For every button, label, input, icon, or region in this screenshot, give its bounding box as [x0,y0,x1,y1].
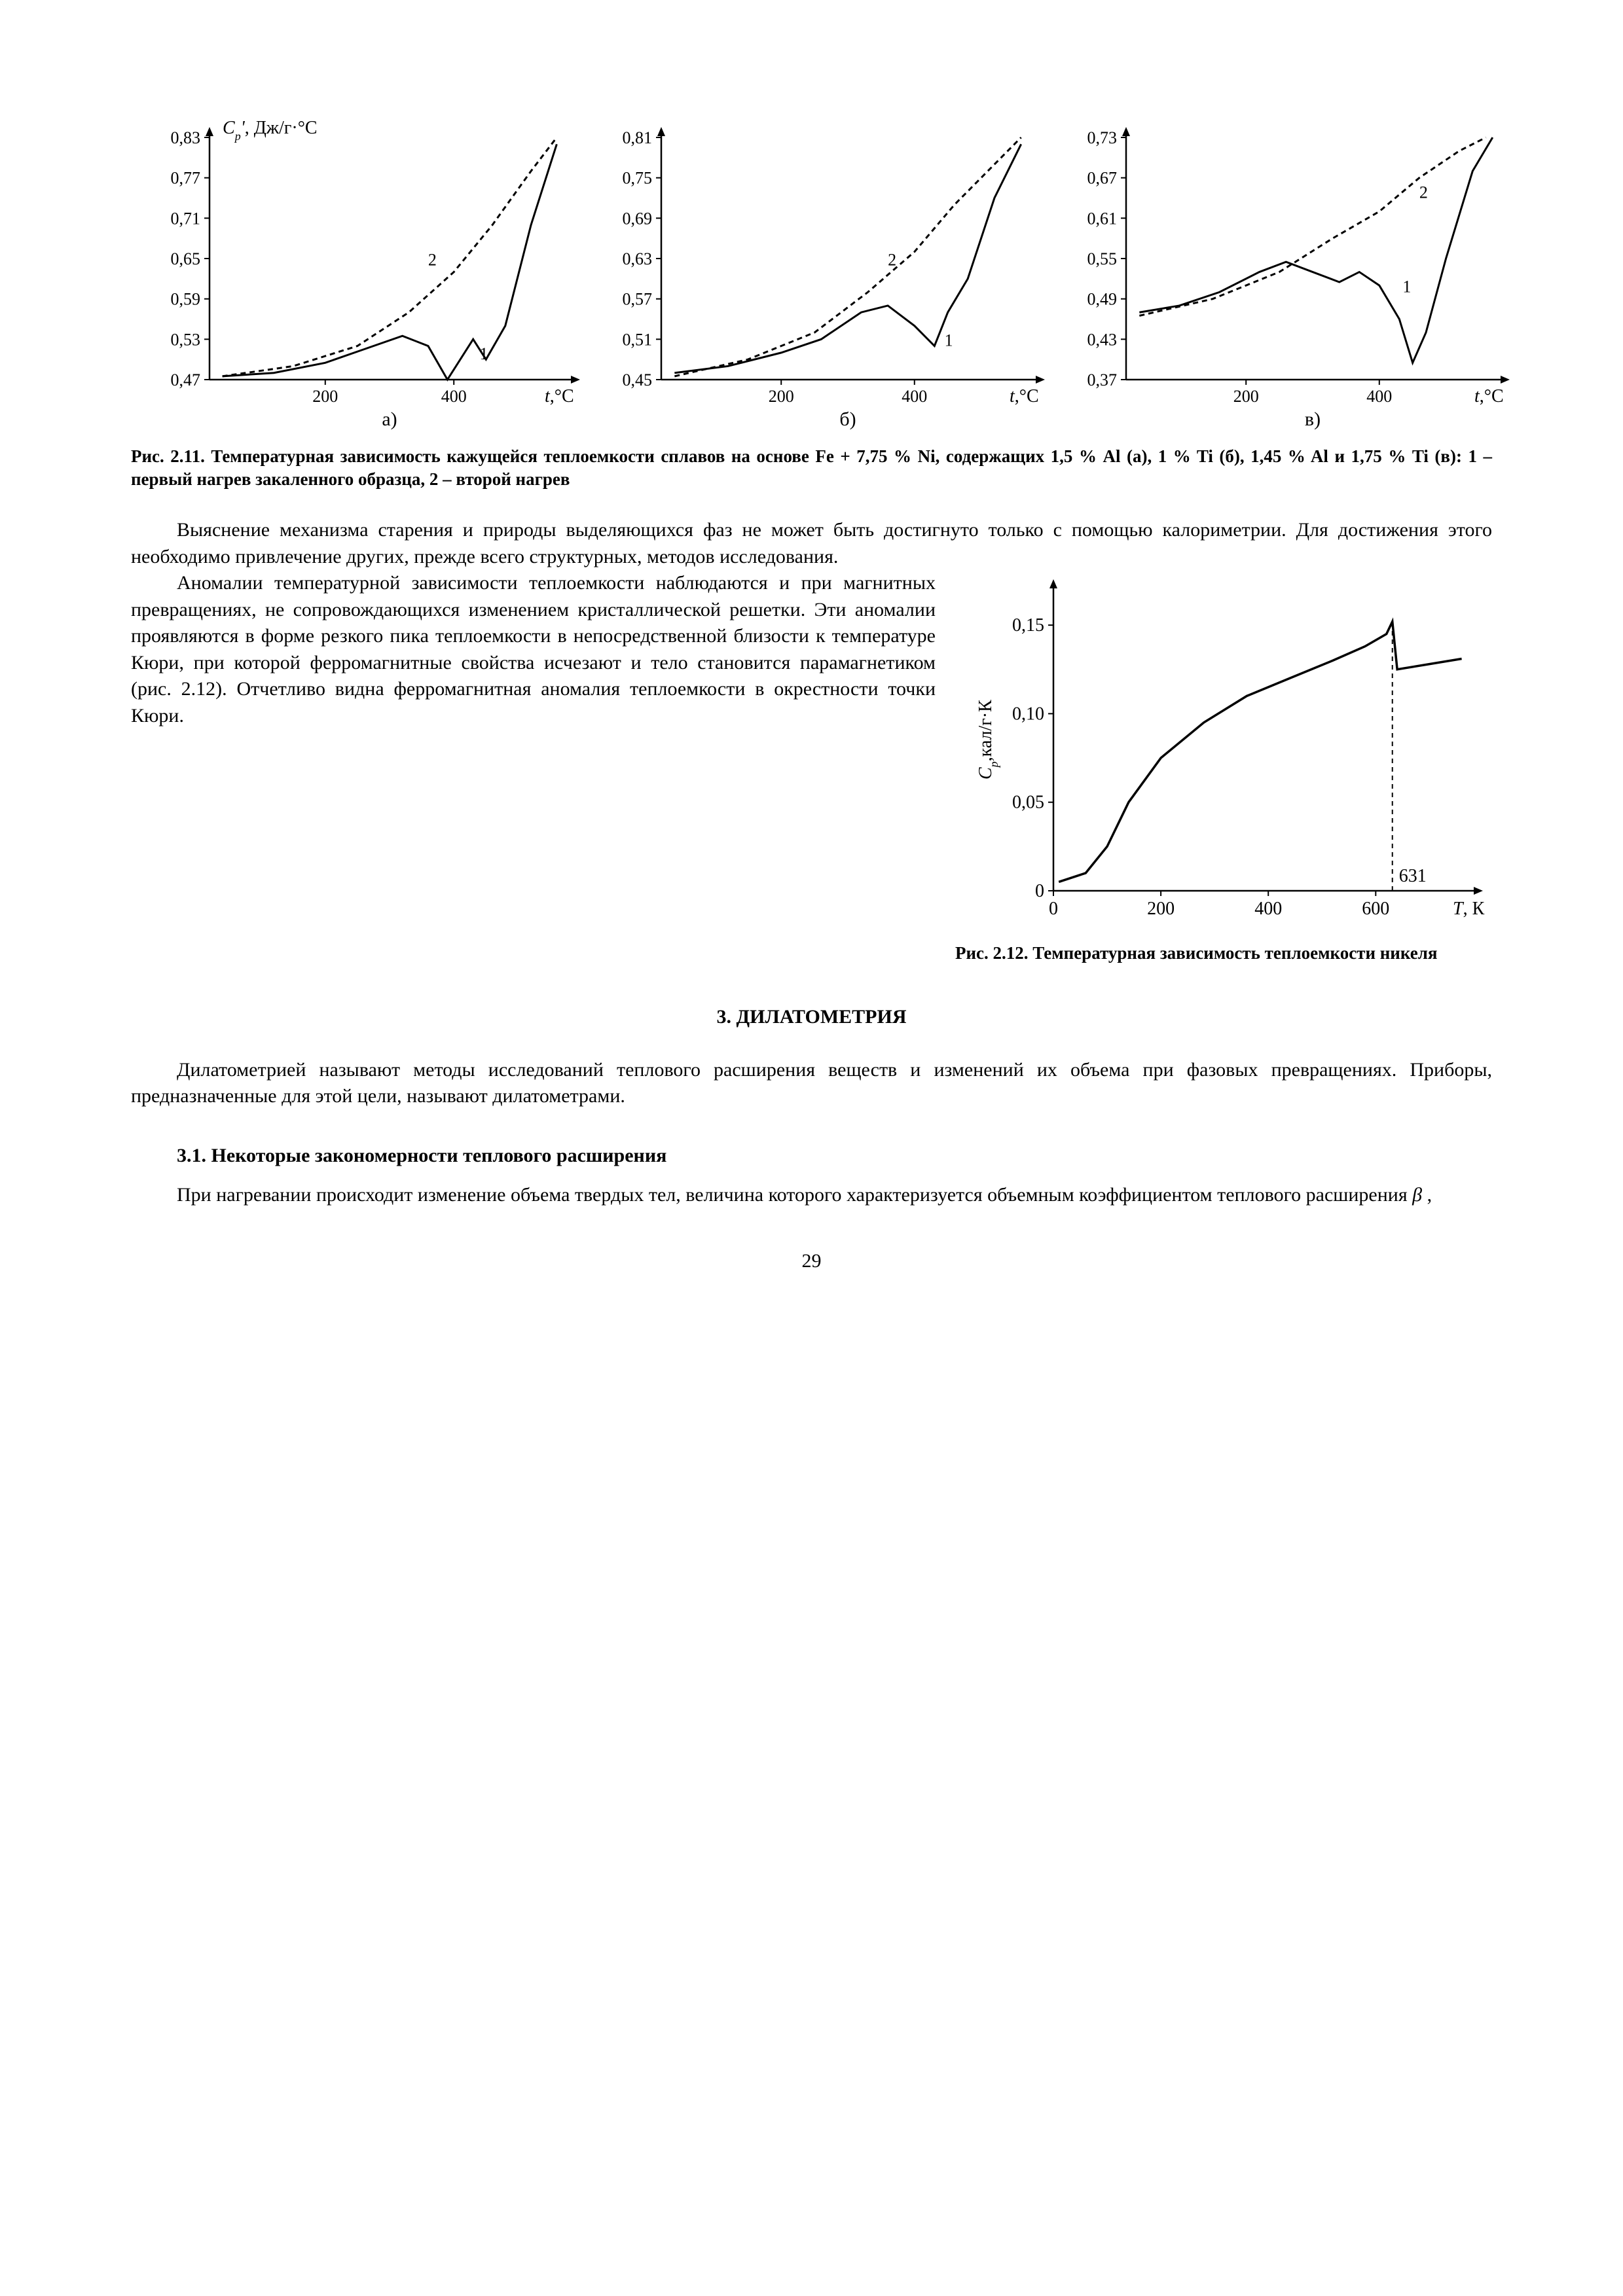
paragraph-3: Дилатометрией называют методы исследован… [131,1057,1492,1110]
svg-text:1: 1 [945,331,953,350]
svg-text:0,81: 0,81 [623,128,653,147]
svg-text:200: 200 [769,387,794,406]
paragraph-2: Аномалии температурной зависимости тепло… [131,570,936,729]
section-3-heading: 3. ДИЛАТОМЕТРИЯ [131,1004,1492,1031]
svg-text:200: 200 [312,387,338,406]
svg-text:0,73: 0,73 [1087,128,1118,147]
svg-text:T, К: T, К [1453,899,1485,919]
svg-text:t,°С: t,°С [545,386,574,406]
svg-text:0,45: 0,45 [623,370,653,389]
para2-text: Аномалии температурной зависимости тепло… [131,570,936,729]
svg-text:0: 0 [1049,899,1058,919]
svg-text:0,10: 0,10 [1012,704,1044,725]
svg-text:0,67: 0,67 [1087,169,1118,188]
svg-text:400: 400 [441,387,467,406]
page-number: 29 [131,1248,1492,1275]
figure-2-12: 0 0,05 0,10 0,15 0 200 400 600 631 Cp,кал/г·К T, К… [955,570,1492,965]
svg-text:0,51: 0,51 [623,330,653,349]
fig211-panel-a: 0,47 0,53 0,59 0,65 0,71 0,77 0,83 200 400 1 2 Cp',… [131,118,583,432]
svg-text:1: 1 [480,344,488,363]
svg-text:0,61: 0,61 [1087,209,1118,228]
svg-text:в): в) [1305,408,1321,430]
subsection-3-1-heading: 3.1. Некоторые закономерности теплового … [131,1143,1492,1170]
svg-text:0,05: 0,05 [1012,793,1044,813]
svg-text:0,83: 0,83 [171,128,201,147]
svg-text:б): б) [839,408,856,430]
fig211-caption: Рис. 2.11. Температурная зависимость каж… [131,445,1492,491]
svg-text:0,37: 0,37 [1087,370,1118,389]
svg-text:0,55: 0,55 [1087,249,1118,268]
svg-text:2: 2 [1419,183,1428,202]
fig211-panel-b: 0,45 0,51 0,57 0,63 0,69 0,75 0,81 200 400 1 2 t,°С… [596,118,1048,432]
svg-text:631: 631 [1399,866,1427,886]
svg-text:0,59: 0,59 [171,290,201,309]
svg-text:0,47: 0,47 [171,370,201,389]
svg-text:200: 200 [1147,899,1175,919]
svg-text:0,69: 0,69 [623,209,653,228]
svg-text:400: 400 [1366,387,1392,406]
svg-text:200: 200 [1233,387,1259,406]
svg-text:0,15: 0,15 [1012,615,1044,636]
svg-text:2: 2 [888,250,896,269]
svg-text:400: 400 [1254,899,1282,919]
svg-text:t,°С: t,°С [1010,386,1039,406]
fig211-panel-c: 0,37 0,43 0,49 0,55 0,61 0,67 0,73 200 400 1 2 t,°С… [1061,118,1512,432]
svg-text:t,°С: t,°С [1474,386,1504,406]
svg-text:600: 600 [1362,899,1389,919]
svg-text:0,43: 0,43 [1087,330,1118,349]
svg-text:0,49: 0,49 [1087,290,1118,309]
svg-text:1: 1 [1402,277,1411,296]
svg-text:Cp,кал/г·К: Cp,кал/г·К [976,700,1000,780]
svg-text:0,63: 0,63 [623,249,653,268]
svg-text:0,75: 0,75 [623,169,653,188]
svg-text:0,53: 0,53 [171,330,201,349]
fig212-caption: Рис. 2.12. Температурная зависимость теп… [955,942,1492,965]
svg-text:0: 0 [1035,881,1044,901]
svg-text:400: 400 [902,387,927,406]
svg-text:0,65: 0,65 [171,249,201,268]
svg-text:0,77: 0,77 [171,169,201,188]
figure-2-11: 0,47 0,53 0,59 0,65 0,71 0,77 0,83 200 400 1 2 Cp',… [131,118,1492,432]
svg-text:0,57: 0,57 [623,290,653,309]
para4-text: При нагревании происходит изменение объе… [131,1182,1492,1209]
paragraph-4: При нагревании происходит изменение объе… [131,1182,1492,1209]
svg-text:а): а) [382,408,397,430]
para3-text: Дилатометрией называют методы исследован… [131,1057,1492,1110]
svg-text:Cp', Дж/г·°С: Cp', Дж/г·°С [223,118,318,143]
paragraph-1: Выяснение механизма старения и природы в… [131,517,1492,570]
svg-text:2: 2 [428,250,437,269]
para1-text: Выяснение механизма старения и природы в… [131,517,1492,570]
svg-text:0,71: 0,71 [171,209,201,228]
